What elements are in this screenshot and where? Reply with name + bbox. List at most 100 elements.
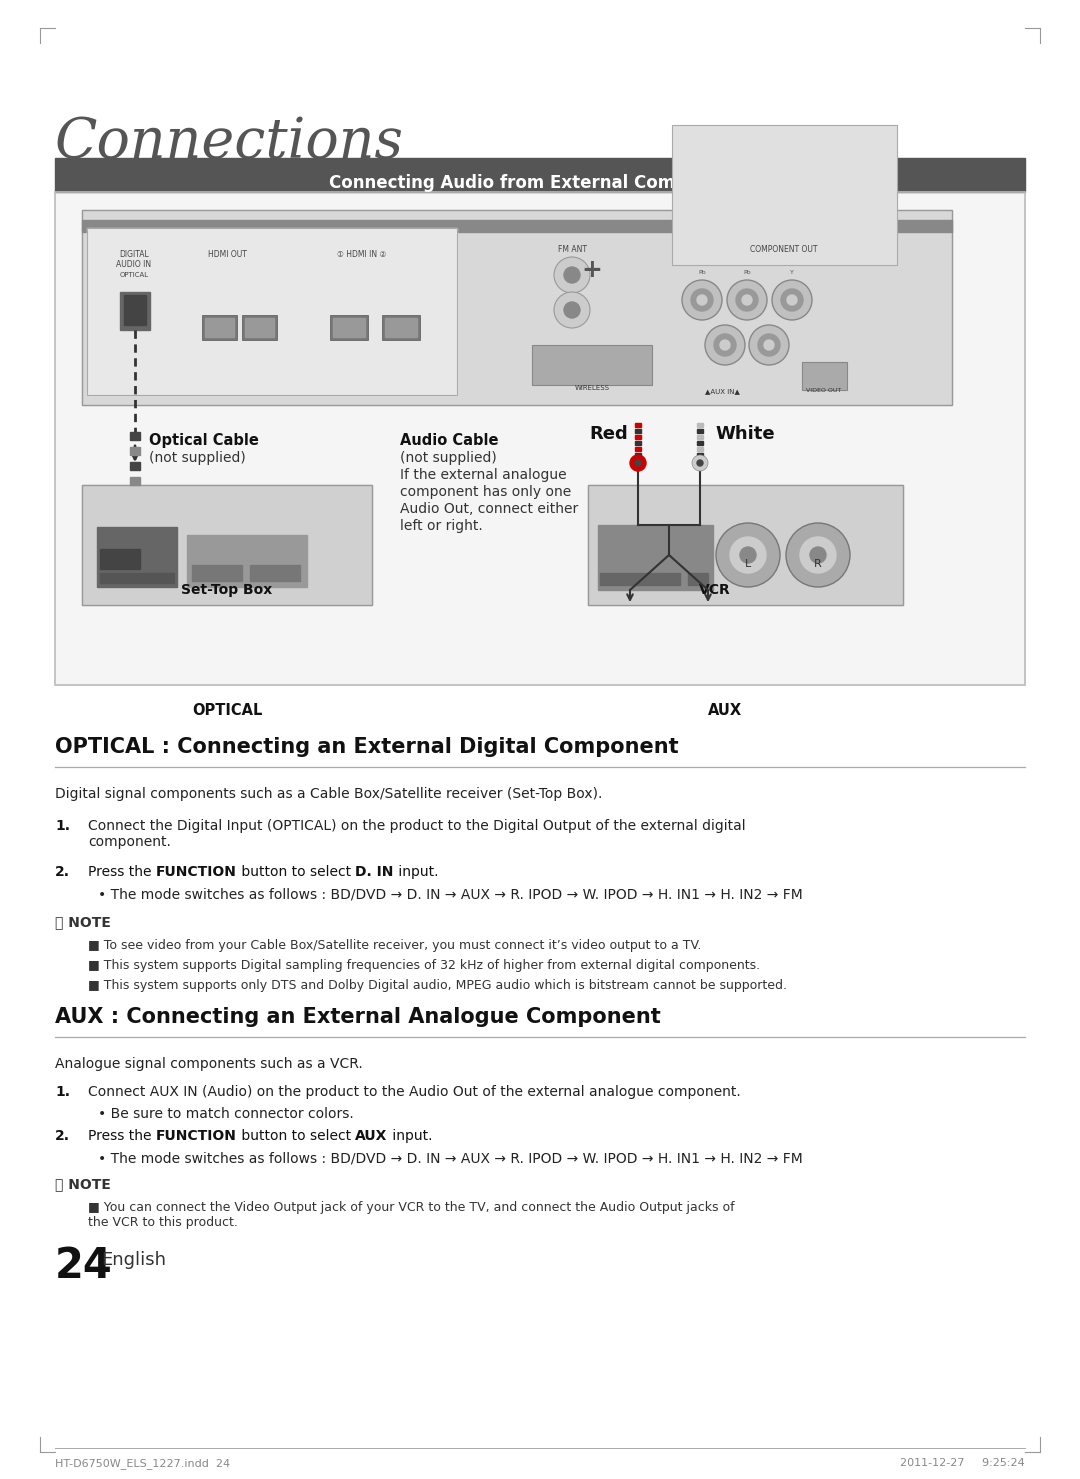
- Circle shape: [720, 340, 730, 351]
- Bar: [802, 362, 847, 390]
- Circle shape: [554, 291, 590, 328]
- Text: AUX : Connecting an External Analogue Component: AUX : Connecting an External Analogue Co…: [55, 1007, 661, 1026]
- Text: (not supplied): (not supplied): [149, 451, 246, 464]
- Text: Audio Out, connect either: Audio Out, connect either: [400, 501, 578, 516]
- Text: OPTICAL: OPTICAL: [120, 272, 149, 278]
- Text: ① HDMI IN ②: ① HDMI IN ②: [337, 250, 387, 259]
- Circle shape: [800, 537, 836, 572]
- Bar: [120, 291, 150, 330]
- Circle shape: [705, 325, 745, 365]
- Bar: [202, 315, 237, 340]
- Text: If the external analogue: If the external analogue: [400, 467, 567, 482]
- Circle shape: [758, 334, 780, 356]
- Text: +: +: [581, 257, 603, 282]
- Bar: [697, 423, 703, 427]
- Circle shape: [697, 294, 707, 305]
- Text: Optical Cable: Optical Cable: [149, 433, 259, 448]
- Text: OPTICAL: OPTICAL: [192, 703, 262, 717]
- Circle shape: [750, 325, 789, 365]
- Circle shape: [691, 288, 713, 311]
- Bar: [635, 435, 642, 439]
- Bar: [242, 315, 276, 340]
- Bar: [82, 485, 372, 605]
- Text: Analogue signal components such as a VCR.: Analogue signal components such as a VCR…: [55, 1057, 363, 1071]
- Bar: [97, 527, 177, 587]
- Bar: [55, 192, 1025, 685]
- Bar: [635, 453, 642, 457]
- Text: L: L: [745, 559, 751, 569]
- Text: R: R: [814, 559, 822, 569]
- Bar: [635, 429, 642, 433]
- Bar: [124, 294, 146, 325]
- Text: Set-Top Box: Set-Top Box: [181, 583, 272, 598]
- Text: HDMI OUT: HDMI OUT: [207, 250, 246, 259]
- Bar: [55, 158, 1025, 192]
- Text: DIGITAL
AUDIO IN: DIGITAL AUDIO IN: [117, 250, 151, 269]
- Circle shape: [727, 280, 767, 319]
- Bar: [598, 525, 713, 590]
- Text: HT-D6750W_ELS_1227.indd  24: HT-D6750W_ELS_1227.indd 24: [55, 1458, 230, 1469]
- Circle shape: [681, 280, 723, 319]
- Text: White: White: [715, 424, 774, 444]
- Circle shape: [810, 547, 826, 563]
- Bar: [192, 565, 242, 581]
- Text: ■ You can connect the Video Output jack of your VCR to the TV, and connect the A: ■ You can connect the Video Output jack …: [87, 1201, 734, 1229]
- Text: Press the: Press the: [87, 865, 156, 879]
- Text: • Be sure to match connector colors.: • Be sure to match connector colors.: [98, 1106, 354, 1121]
- Text: AUX: AUX: [707, 703, 742, 717]
- Text: Connecting Audio from External Components: Connecting Audio from External Component…: [329, 175, 751, 192]
- Bar: [87, 228, 457, 395]
- Text: ■ This system supports Digital sampling frequencies of 32 kHz of higher from ext: ■ This system supports Digital sampling …: [87, 958, 760, 972]
- Circle shape: [714, 334, 735, 356]
- Bar: [205, 318, 234, 337]
- Text: (not supplied): (not supplied): [400, 451, 497, 464]
- Circle shape: [735, 288, 758, 311]
- Text: VIDEO OUT: VIDEO OUT: [807, 387, 841, 393]
- Text: 🖉 NOTE: 🖉 NOTE: [55, 916, 111, 929]
- Bar: [87, 228, 457, 395]
- Circle shape: [564, 302, 580, 318]
- Circle shape: [692, 456, 708, 470]
- Circle shape: [772, 280, 812, 319]
- Circle shape: [781, 288, 804, 311]
- Text: 2.: 2.: [55, 1128, 70, 1143]
- Text: Connect the Digital Input (OPTICAL) on the product to the Digital Output of the : Connect the Digital Input (OPTICAL) on t…: [87, 819, 745, 849]
- Bar: [588, 485, 903, 605]
- Bar: [82, 210, 951, 405]
- Bar: [55, 192, 1025, 685]
- Bar: [384, 318, 417, 337]
- Text: input.: input.: [393, 865, 438, 879]
- Text: ■ To see video from your Cable Box/Satellite receiver, you must connect it’s vid: ■ To see video from your Cable Box/Satel…: [87, 939, 701, 952]
- Bar: [532, 345, 652, 385]
- Circle shape: [742, 294, 752, 305]
- Bar: [382, 315, 420, 340]
- Bar: [249, 565, 300, 581]
- Bar: [82, 485, 372, 605]
- Circle shape: [730, 537, 766, 572]
- Bar: [330, 315, 368, 340]
- Bar: [130, 461, 140, 470]
- Bar: [187, 535, 307, 587]
- Text: VCR: VCR: [699, 583, 731, 598]
- Text: ■ This system supports only DTS and Dolby Digital audio, MPEG audio which is bit: ■ This system supports only DTS and Dolb…: [87, 979, 787, 992]
- Text: FUNCTION: FUNCTION: [156, 865, 237, 879]
- Text: WIRELESS: WIRELESS: [575, 385, 609, 390]
- Text: 2.: 2.: [55, 865, 70, 879]
- Text: button to select: button to select: [237, 865, 355, 879]
- Text: left or right.: left or right.: [400, 519, 483, 532]
- Bar: [697, 429, 703, 433]
- Text: English: English: [102, 1251, 166, 1269]
- Text: • The mode switches as follows : BD/DVD → D. IN → AUX → R. IPOD → W. IPOD → H. I: • The mode switches as follows : BD/DVD …: [98, 1151, 802, 1165]
- Text: Pb: Pb: [698, 271, 706, 275]
- Text: Audio Cable: Audio Cable: [400, 433, 499, 448]
- Circle shape: [635, 460, 642, 466]
- Text: Press the: Press the: [87, 1128, 156, 1143]
- Circle shape: [764, 340, 774, 351]
- Text: 2011-12-27     9:25:24: 2011-12-27 9:25:24: [901, 1458, 1025, 1469]
- Circle shape: [740, 547, 756, 563]
- Bar: [697, 435, 703, 439]
- Bar: [130, 432, 140, 439]
- Text: Pb: Pb: [743, 271, 751, 275]
- Bar: [100, 549, 140, 569]
- Bar: [635, 447, 642, 451]
